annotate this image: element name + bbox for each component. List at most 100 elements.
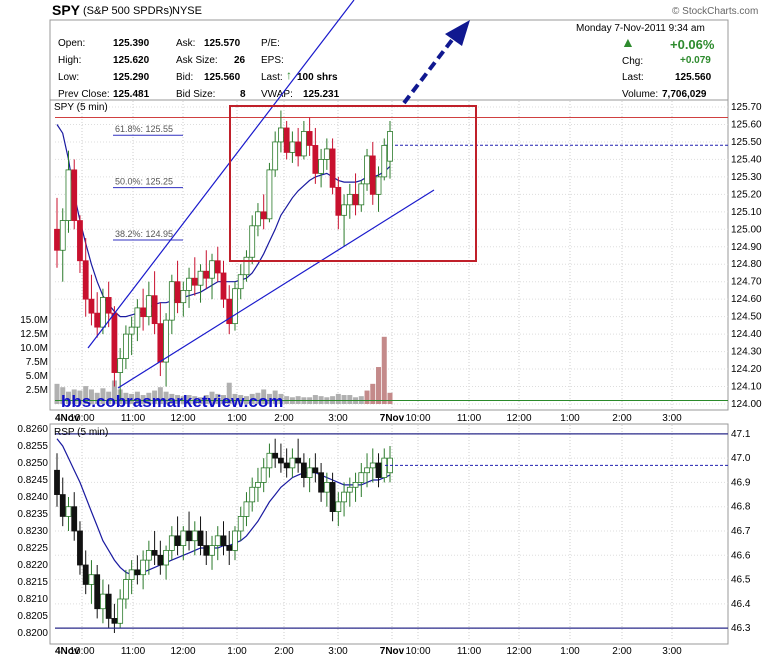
candle-body [255,211,261,227]
candle-body [300,131,307,157]
candle-body [381,145,388,178]
bid-size-value: 8 [240,89,246,100]
y-tick-label: 46.9 [731,477,751,488]
candle-body [369,462,376,469]
candle-body [243,501,250,517]
candle-body [71,169,78,221]
volume-bar [146,392,152,404]
y-tick-label: 46.8 [731,502,751,513]
ask-size-value: 26 [234,55,246,66]
candle-body [364,155,370,185]
open-label: Open: [58,38,86,49]
candle-body [381,457,388,478]
y-tick-label: 124.80 [731,259,762,270]
chg-label: Chg: [622,56,644,67]
candle-body [352,482,359,488]
volume-bar [71,389,77,404]
x-tick-label: 3:00 [662,646,682,657]
up-arrow-icon: ↑ [286,68,292,82]
breakout-arrow-shaft [402,38,454,105]
volume-bar [376,367,382,404]
y-tick-label-left: 0.8240 [17,492,48,503]
x-tick-label: 12:00 [170,413,195,424]
y-tick-label: 46.4 [731,599,751,610]
x-tick-label: 11:00 [457,413,482,424]
y-tick-label: 46.7 [731,526,751,537]
candle-body [105,297,112,314]
candle-body [100,593,106,610]
y-tick-label-left: 0.8260 [17,424,48,435]
x-tick-label: 11:00 [121,413,146,424]
x-tick-label: 2:00 [612,413,632,424]
candle-body [59,220,66,251]
volume-bar [381,336,387,404]
x-tick-label: 1:00 [560,413,580,424]
vwap-value: 125.231 [303,89,340,100]
candle-body [65,506,72,517]
candle-body [369,155,376,195]
candle-body [341,491,347,503]
x-tick-label: 3:00 [328,646,348,657]
y-tick-label: 125.60 [731,119,762,130]
y-tick-label: 124.70 [731,277,762,288]
change-pct: +0.06% [670,37,715,52]
candle-body [329,148,336,188]
ask-value: 125.570 [204,38,241,49]
y-tick-label-left: 0.8245 [17,475,48,486]
x-tick-label: 2:00 [274,413,294,424]
volume-tick-label: 5.0M [26,371,48,382]
candle-body [232,288,238,325]
candle-body [117,598,124,624]
candle-body [168,535,175,551]
volume-label: Volume: [622,89,659,100]
volume-tick-label: 12.5M [20,329,48,340]
candle-body [214,535,221,546]
x-tick-label: 7Nov [380,646,405,657]
ask-size-label: Ask Size: [176,55,218,66]
volume-bar [364,390,370,404]
x-tick-label: 2:00 [274,646,294,657]
y-tick-label-left: 0.8225 [17,543,48,554]
x-tick-label: 10:00 [69,646,94,657]
symbol-label: SPY [52,2,81,18]
candle-body [180,290,187,304]
upper-trend-line [87,0,355,349]
y-tick-label: 125.10 [731,207,762,218]
watermark: bbs.cobrasmarketview.com [61,392,284,411]
candle-body [77,530,83,566]
y-tick-label: 125.00 [731,224,762,235]
y-tick-label: 47.1 [731,429,751,440]
candle-body [375,176,382,195]
volume-bar [266,393,272,404]
prev-close-label: Prev Close: [58,89,110,100]
volume-bar [387,392,393,404]
candle-body [71,506,78,532]
volume-bar [83,386,89,404]
candle-body [163,550,169,566]
candle-body [209,260,215,279]
candle-body [111,312,118,373]
y-tick-label: 46.6 [731,550,751,561]
candle-body [203,270,210,279]
y-tick-label: 124.90 [731,242,762,253]
y-tick-label: 124.40 [731,329,762,340]
bid-label: Bid: [176,72,194,83]
volume-bar [60,387,66,404]
candle-body [180,530,187,546]
rsp-price-layer [54,433,728,633]
volume-bar [370,383,376,404]
candle-body [157,323,164,363]
y-tick-label: 124.60 [731,294,762,305]
candle-body [145,295,152,318]
volume-bar [215,393,221,404]
x-tick-label: 3:00 [328,413,348,424]
bid-size-label: Bid Size: [176,89,216,100]
volume-bar [261,389,267,404]
candle-body [226,298,233,325]
x-tick-label: 12:00 [170,646,195,657]
candle-body [249,486,256,503]
candle-body [220,535,227,546]
y-tick-label-left: 0.8200 [17,628,48,639]
volume-bar [341,395,347,404]
